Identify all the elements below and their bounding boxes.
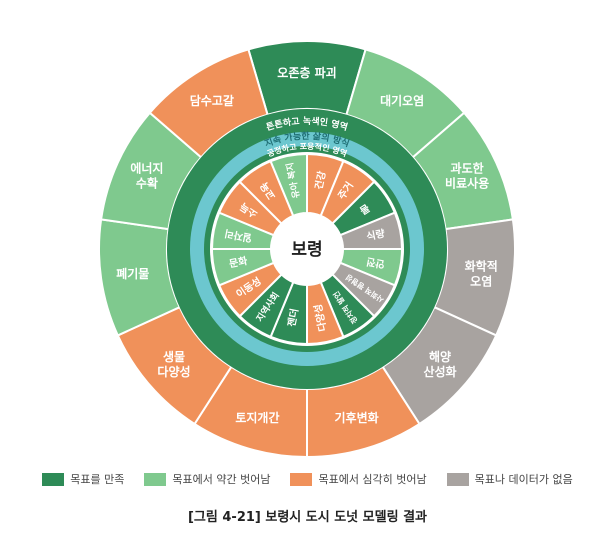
legend-label: 목표에서 약간 벗어남 — [172, 473, 271, 486]
legend-item: 목표나 데이터가 없음 — [446, 471, 573, 487]
inner-segment-label: 젠더 — [285, 307, 301, 328]
outer-segment-label: 해양 산성화 — [423, 349, 456, 379]
inner-segment-label: 건강 — [312, 169, 328, 190]
center-label: 보령 — [291, 239, 322, 260]
inner-segment-label: 식량 — [365, 227, 386, 243]
outer-segment-label: 과도한 비료사용 — [445, 160, 489, 190]
legend-swatch — [446, 472, 469, 486]
legend: 목표를 만족 목표에서 약간 벗어남 목표에서 심각히 벗어남 목표나 데이터가 없음 — [0, 470, 615, 488]
legend-label: 목표를 만족 — [70, 473, 125, 486]
legend-swatch — [42, 472, 65, 486]
center-circle — [271, 213, 343, 285]
legend-swatch — [144, 472, 167, 486]
figure-caption: [그림 4-21] 보령시 도시 도넛 모델링 결과 — [187, 510, 427, 525]
outer-segment-label: 생물 다양성 — [157, 349, 190, 379]
inner-segment-label: 문화 — [228, 255, 249, 271]
legend-item: 목표에서 심각히 벗어남 — [290, 471, 427, 487]
outer-segment-label: 에너지 수확 — [130, 160, 163, 190]
outer-segment-label: 기후변화 — [334, 410, 378, 425]
ecological-band-label: 튼튼하고 녹색인 영역 — [265, 115, 349, 133]
outer-segment-label: 담수고갈 — [190, 93, 234, 108]
legend-label: 목표에서 심각히 벗어남 — [318, 473, 427, 486]
legend-label: 목표나 데이터가 없음 — [474, 473, 573, 486]
ecological-band-text: 튼튼하고 녹색인 영역 — [265, 115, 349, 133]
legend-item: 목표에서 약간 벗어남 — [144, 471, 270, 487]
inner-segment-label: 안전 — [365, 255, 386, 271]
outer-segment-label: 대기오염 — [380, 93, 424, 108]
legend-swatch — [290, 472, 313, 486]
legend-item: 목표를 만족 — [42, 471, 124, 487]
outer-segment-label: 폐기물 — [116, 266, 149, 281]
outer-segment-label: 화학적 오염 — [465, 259, 498, 289]
outer-segment-label: 토지개간 — [235, 410, 279, 425]
outer-segment-label: 오존층 파괴 — [277, 65, 336, 80]
